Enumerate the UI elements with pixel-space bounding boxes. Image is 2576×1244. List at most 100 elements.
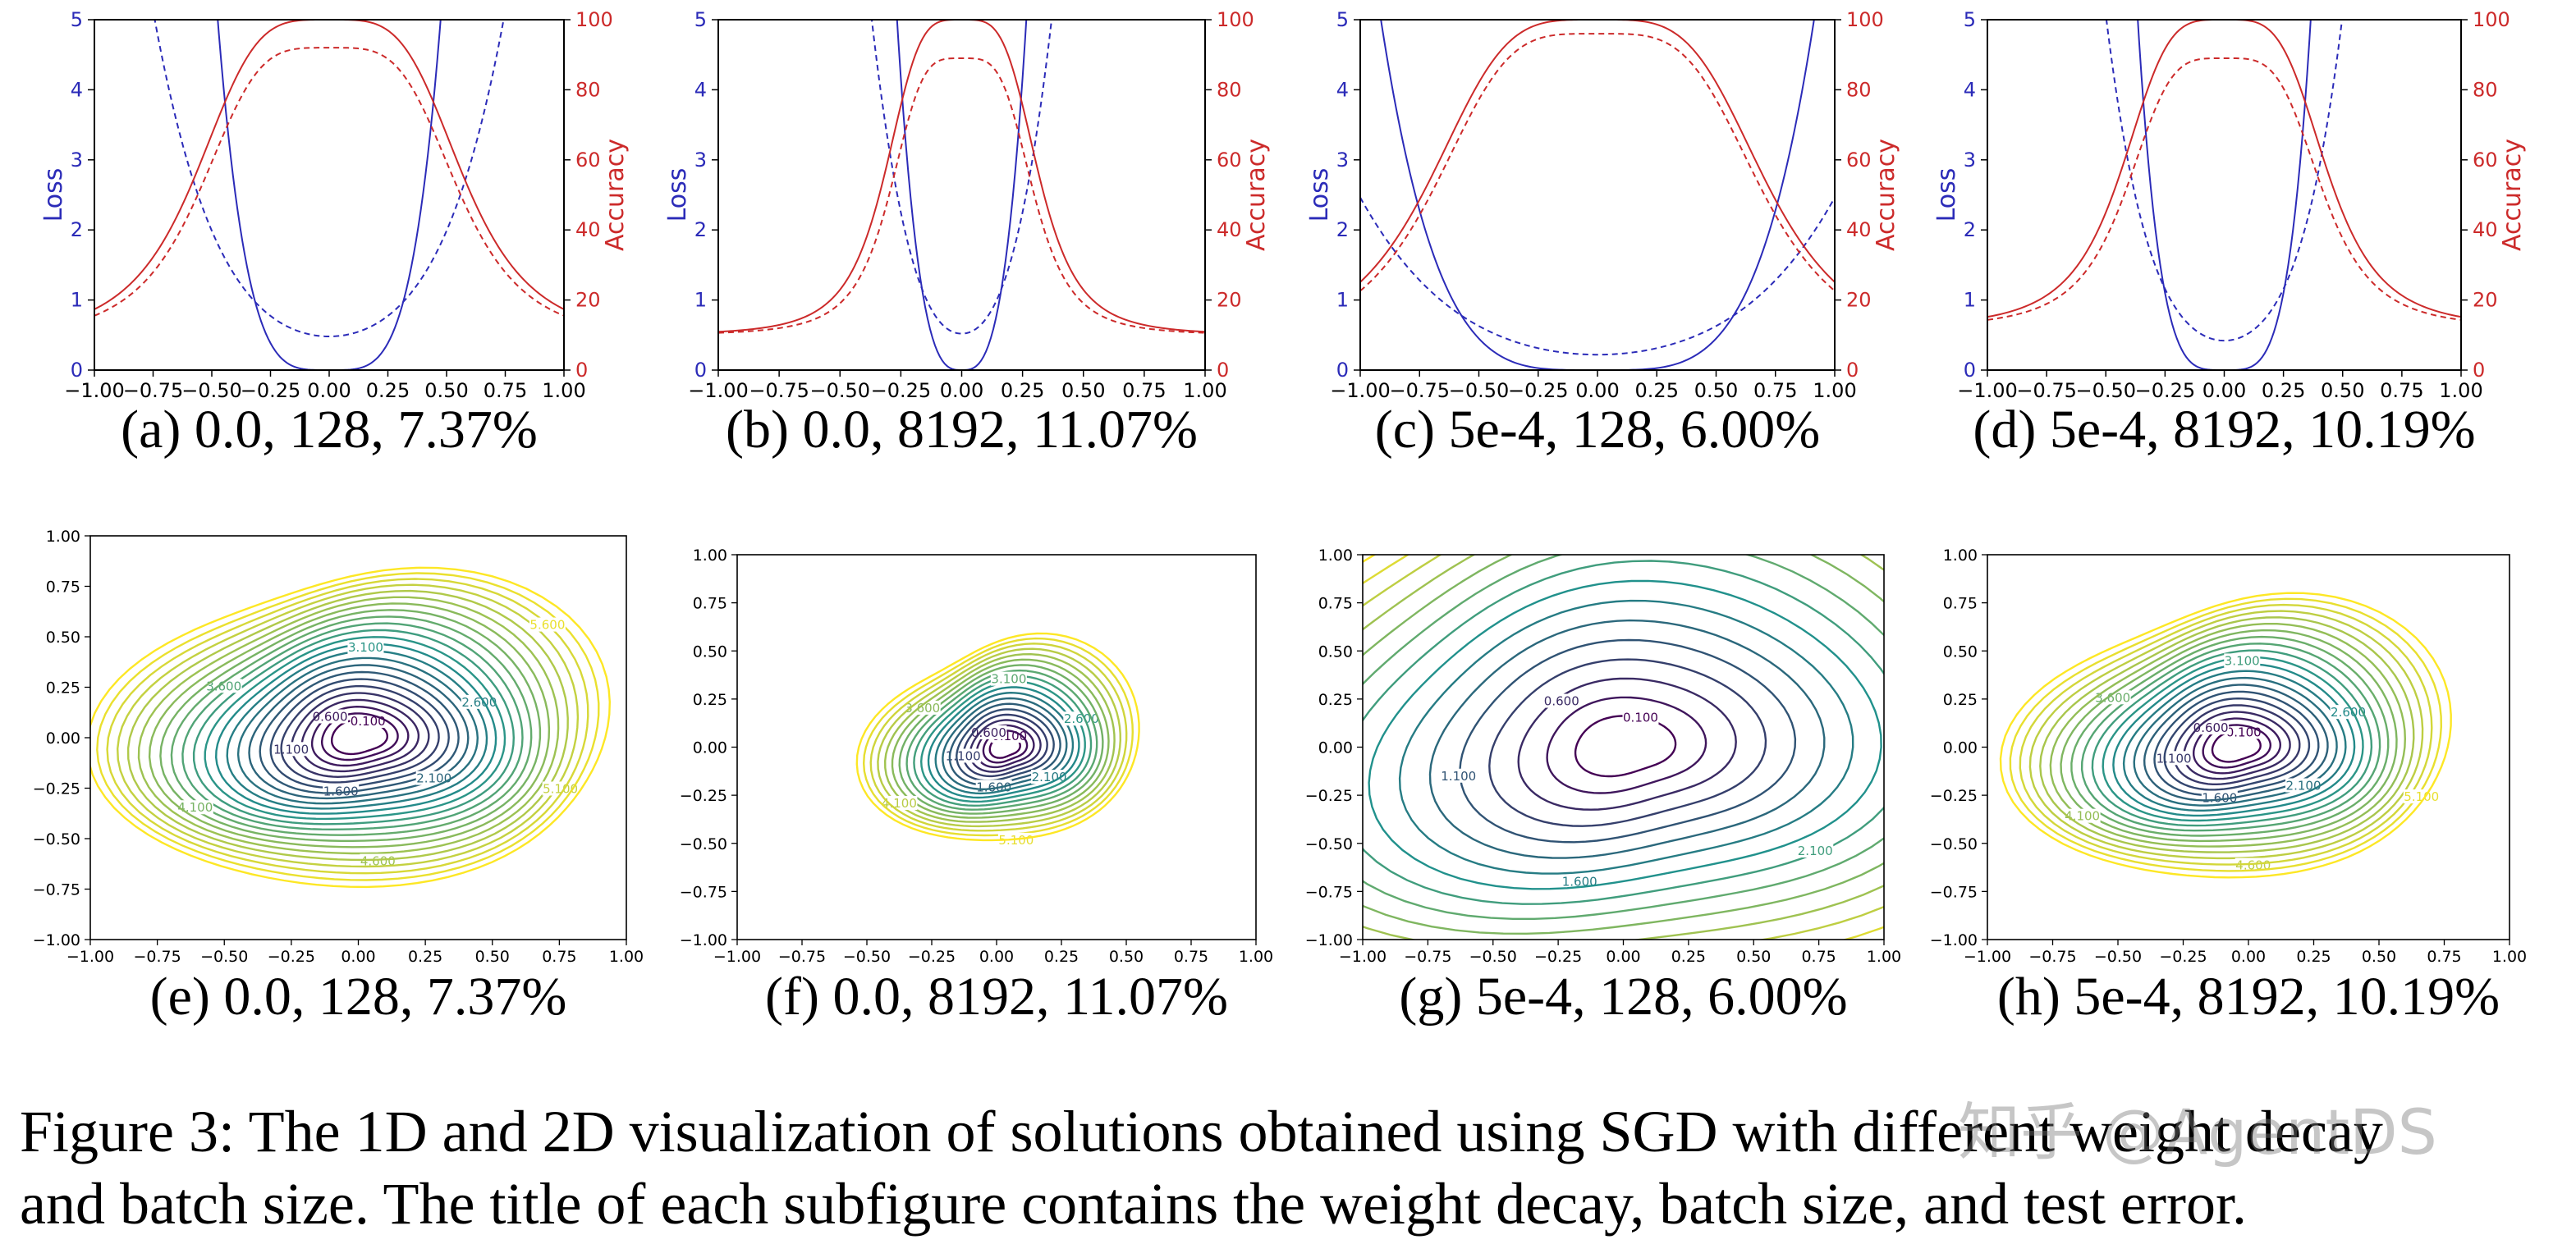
y-tick-label-left: 0 [71,359,83,382]
contour-label-bg [1797,843,1834,858]
contour-label: 1.100 [946,748,981,763]
subfigure-caption: (a) 0.0, 128, 7.37% [121,400,538,460]
contour-line [280,684,440,784]
contour-line [181,622,524,831]
x-tick-label: 1.00 [2492,948,2527,966]
y-tick-label-right: 100 [1846,8,1884,31]
train-accuracy-line [1360,20,1835,283]
contour-label-bg [970,725,1007,739]
y-tick-label-left: 4 [1964,78,1976,101]
contour-line [869,643,1128,832]
y-tick-label-left: 3 [71,149,83,172]
train-loss-line [1380,20,1815,370]
contour-label: 1.100 [1441,769,1476,784]
x-tick-label: −1.00 [1957,379,2018,402]
contour-line [226,650,488,810]
x-tick-label: −0.25 [241,379,301,402]
contour-line [2133,676,2338,807]
line-panel-d: −1.00−0.75−0.50−0.25 0.00 0.25 0.50 0.75 1.00… [1932,8,2527,460]
contour-label-bg [1561,874,1598,889]
x-tick-label: 0.75 [1801,948,1836,966]
contour-label: 2.600 [2331,705,2366,720]
x-tick-label: −0.25 [2159,948,2207,966]
contour-line [1363,555,1884,940]
x-tick-label: 0.00 [2231,948,2266,966]
contour-line [898,664,1104,815]
x-tick-label: 0.00 [1606,948,1640,966]
x-tick-label: 0.75 [2427,948,2461,966]
contour-line [159,609,542,842]
contour-line [310,705,410,767]
contour-label-bg [2224,653,2261,668]
contour-label: 5.600 [529,618,565,633]
x-tick-label: −0.50 [843,948,891,966]
x-tick-label: −0.50 [1449,379,1510,402]
contour-label-bg [2403,789,2440,804]
y-tick-label-left: 5 [1964,8,1976,31]
figure-caption: Figure 3: The 1D and 2D visualization of… [20,1095,2565,1240]
y-tick-label-right: 60 [1846,149,1872,172]
x-tick-label: 0.75 [484,379,527,402]
contour-label-bg [990,671,1027,686]
contour-label-bg [1031,770,1068,784]
subfigure-caption: (b) 0.0, 8192, 11.07% [726,400,1198,460]
y-tick-label: 0.25 [1943,691,1978,709]
x-tick-label: 0.25 [2296,948,2331,966]
y-tick-label: −0.75 [680,883,727,901]
y-tick-label-right: 0 [575,359,588,382]
x-tick-label: −0.75 [123,379,184,402]
contour-label-bg [529,617,566,632]
contour-line [919,680,1086,803]
contour-line [137,596,560,855]
test-loss-line [870,20,1053,335]
contour-line [862,637,1134,837]
caption-line-2: and batch size. The title of each subfig… [20,1171,2247,1237]
contour-panel-h: 0.1000.6001.1001.6002.1002.6003.1003.600… [1930,547,2527,1027]
contour-label-bg [360,853,396,868]
contour-line [2070,635,2390,837]
x-tick-label: −1.00 [1330,379,1391,402]
y-tick-label-left: 1 [1964,289,1976,312]
y-tick-label-left: 2 [1964,218,1976,241]
contour-label: 2.600 [461,695,497,710]
subfigure-caption: (g) 5e-4, 128, 6.00% [1399,967,1847,1027]
contour-line [1363,555,1884,920]
y-tick-label-left: 1 [71,289,83,312]
contour-line [259,670,460,794]
contour-line [1999,592,2452,879]
contour-label: 4.100 [177,800,213,815]
line-panel-b: −1.00 −0.75 −0.50 −0.25 0.00 0.25 0.50 0.75 1.00… [663,8,1271,460]
y-tick-label: 1.00 [1943,547,1978,565]
y-tick-label: −0.25 [680,787,727,805]
y-tick-label: 0.50 [693,643,727,661]
x-tick-label: −0.50 [200,948,248,966]
contour-line [248,664,470,800]
contour-line [2153,690,2320,797]
y-tick-label-right: 40 [575,218,601,241]
x-tick-label: −0.50 [809,379,870,402]
contour-label: 2.100 [2286,779,2322,794]
y-tick-label-right: 80 [575,78,601,101]
x-tick-label: 1.00 [1239,948,1273,966]
x-tick-label: −0.25 [908,948,956,966]
contour-line [2202,724,2272,769]
x-tick-label: 1.00 [1867,948,1901,966]
contour-label: 3.100 [2225,653,2260,668]
contour-label: 4.100 [2065,809,2100,824]
contour-label-bg [1622,710,1659,725]
x-tick-label: −0.25 [2135,379,2196,402]
x-tick-label: 0.25 [408,948,442,966]
y-tick-label: 1.00 [693,547,727,565]
y-tick-label-left: 1 [694,289,707,312]
y-tick-label: 1.00 [46,528,80,546]
x-tick-label: −1.00 [1339,948,1387,966]
axes-frame [736,554,1257,940]
x-tick-label: 0.00 [307,379,351,402]
contour-line [300,698,420,773]
contour-label: 0.600 [971,725,1006,740]
y-tick-label-left: 5 [1336,8,1349,31]
contour-line [2049,623,2407,848]
y-tick-label-right: 0 [2473,359,2485,382]
contour-label: 0.600 [1544,694,1579,709]
x-tick-label: 0.25 [1635,379,1679,402]
